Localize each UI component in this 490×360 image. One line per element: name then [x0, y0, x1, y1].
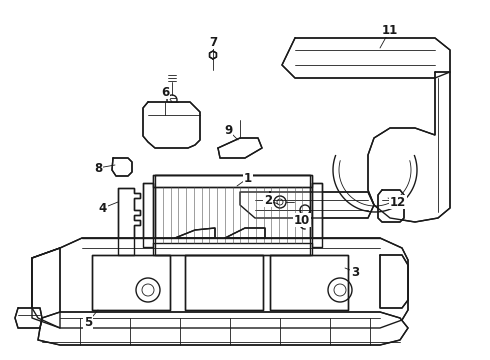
Text: 1: 1 — [244, 171, 252, 184]
Text: 12: 12 — [390, 195, 406, 208]
Polygon shape — [218, 138, 262, 158]
Text: 4: 4 — [99, 202, 107, 215]
Polygon shape — [15, 308, 42, 328]
Polygon shape — [92, 255, 170, 310]
Text: 3: 3 — [351, 266, 359, 279]
Polygon shape — [368, 72, 450, 222]
Polygon shape — [185, 255, 263, 310]
Polygon shape — [32, 238, 408, 328]
Polygon shape — [240, 192, 374, 218]
Text: 2: 2 — [264, 194, 272, 207]
Polygon shape — [175, 228, 215, 238]
Polygon shape — [143, 183, 153, 247]
Polygon shape — [282, 38, 450, 78]
Polygon shape — [155, 175, 310, 255]
Polygon shape — [38, 312, 408, 345]
Polygon shape — [143, 102, 200, 148]
Text: 6: 6 — [161, 85, 169, 99]
Polygon shape — [380, 255, 408, 308]
Polygon shape — [270, 255, 348, 310]
Polygon shape — [378, 190, 404, 222]
Text: 8: 8 — [94, 162, 102, 175]
Polygon shape — [112, 158, 132, 176]
Text: 10: 10 — [294, 213, 310, 226]
Polygon shape — [118, 188, 140, 255]
Text: 11: 11 — [382, 23, 398, 36]
Text: 7: 7 — [209, 36, 217, 49]
Polygon shape — [32, 248, 60, 328]
Polygon shape — [153, 243, 312, 255]
Polygon shape — [153, 175, 312, 187]
Text: 5: 5 — [84, 315, 92, 328]
Polygon shape — [225, 228, 265, 238]
Polygon shape — [312, 183, 322, 247]
Polygon shape — [210, 51, 217, 59]
Text: 9: 9 — [224, 123, 232, 136]
